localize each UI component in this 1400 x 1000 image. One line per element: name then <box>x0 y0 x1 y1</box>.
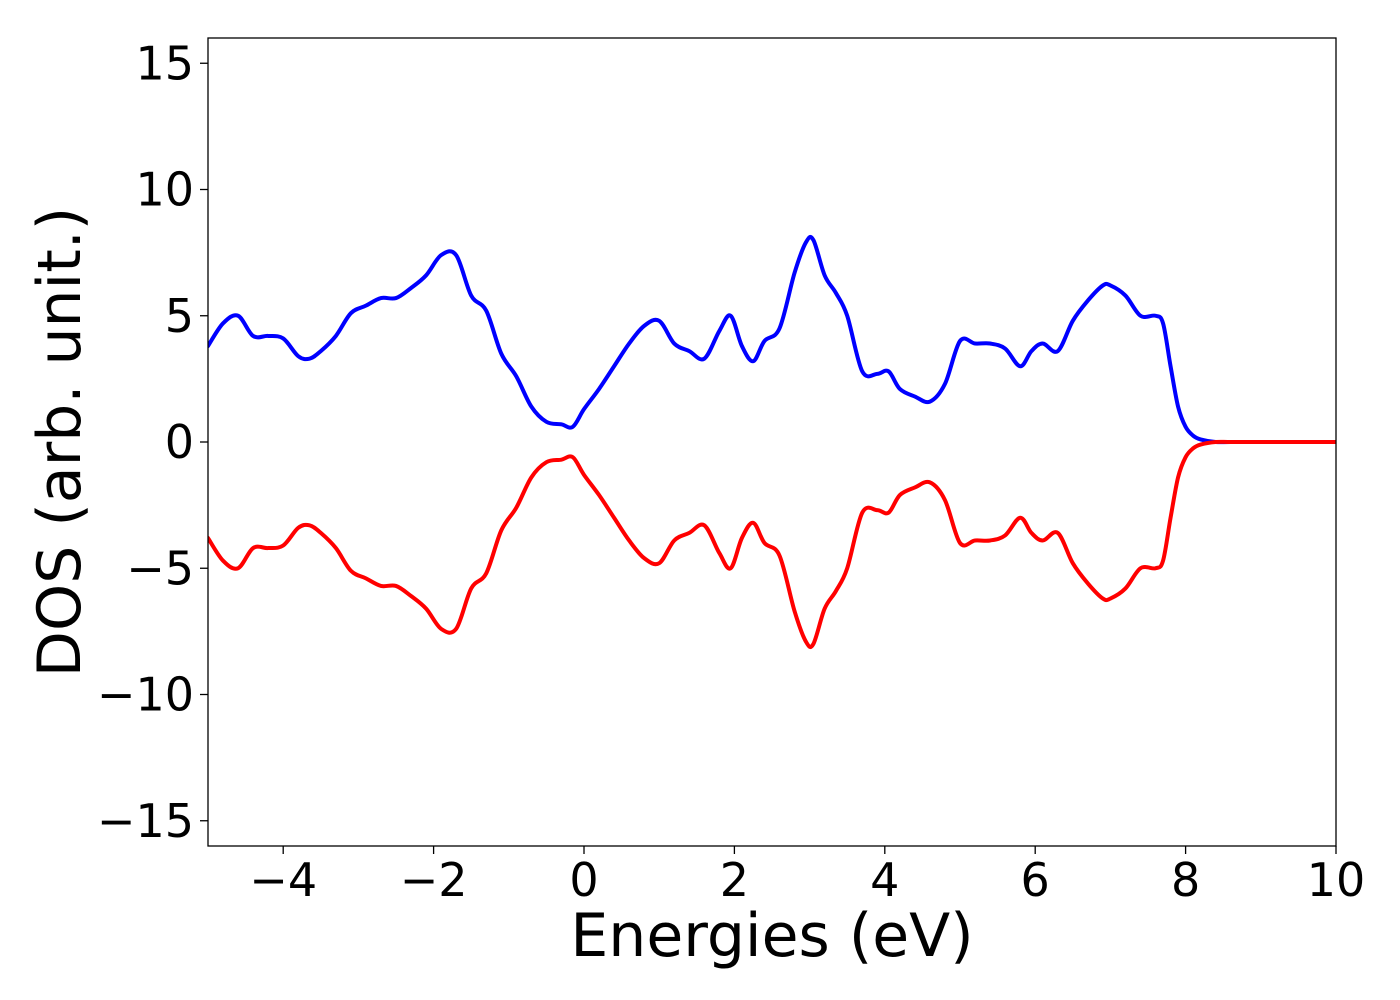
y-axis: 15 10 5 0 −5 −10 −15 <box>97 36 208 848</box>
x-tick-label: −4 <box>249 853 317 907</box>
y-tick-label: −10 <box>97 668 194 722</box>
x-tick-label: 2 <box>720 853 749 907</box>
y-tick-label: 5 <box>165 289 194 343</box>
x-axis: −4 −2 0 2 4 6 8 10 <box>249 846 1365 907</box>
series-layer <box>208 235 1336 649</box>
series-line-1 <box>208 235 1336 445</box>
x-tick-label: 0 <box>569 853 598 907</box>
x-tick-label: 8 <box>1171 853 1200 907</box>
y-tick-label: −15 <box>97 794 194 848</box>
y-axis-label: DOS (arb. unit.) <box>25 207 95 677</box>
x-tick-label: 4 <box>870 853 899 907</box>
x-tick-label: 6 <box>1021 853 1050 907</box>
y-tick-label: 0 <box>165 415 194 469</box>
x-tick-label: −2 <box>400 853 468 907</box>
y-tick-label: 10 <box>135 163 194 217</box>
plot-area <box>208 38 1336 846</box>
series-line-2 <box>208 439 1336 649</box>
y-tick-label: 15 <box>135 36 194 90</box>
y-tick-label: −5 <box>126 541 194 595</box>
x-axis-label: Energies (eV) <box>570 901 973 971</box>
x-tick-label: 10 <box>1307 853 1366 907</box>
